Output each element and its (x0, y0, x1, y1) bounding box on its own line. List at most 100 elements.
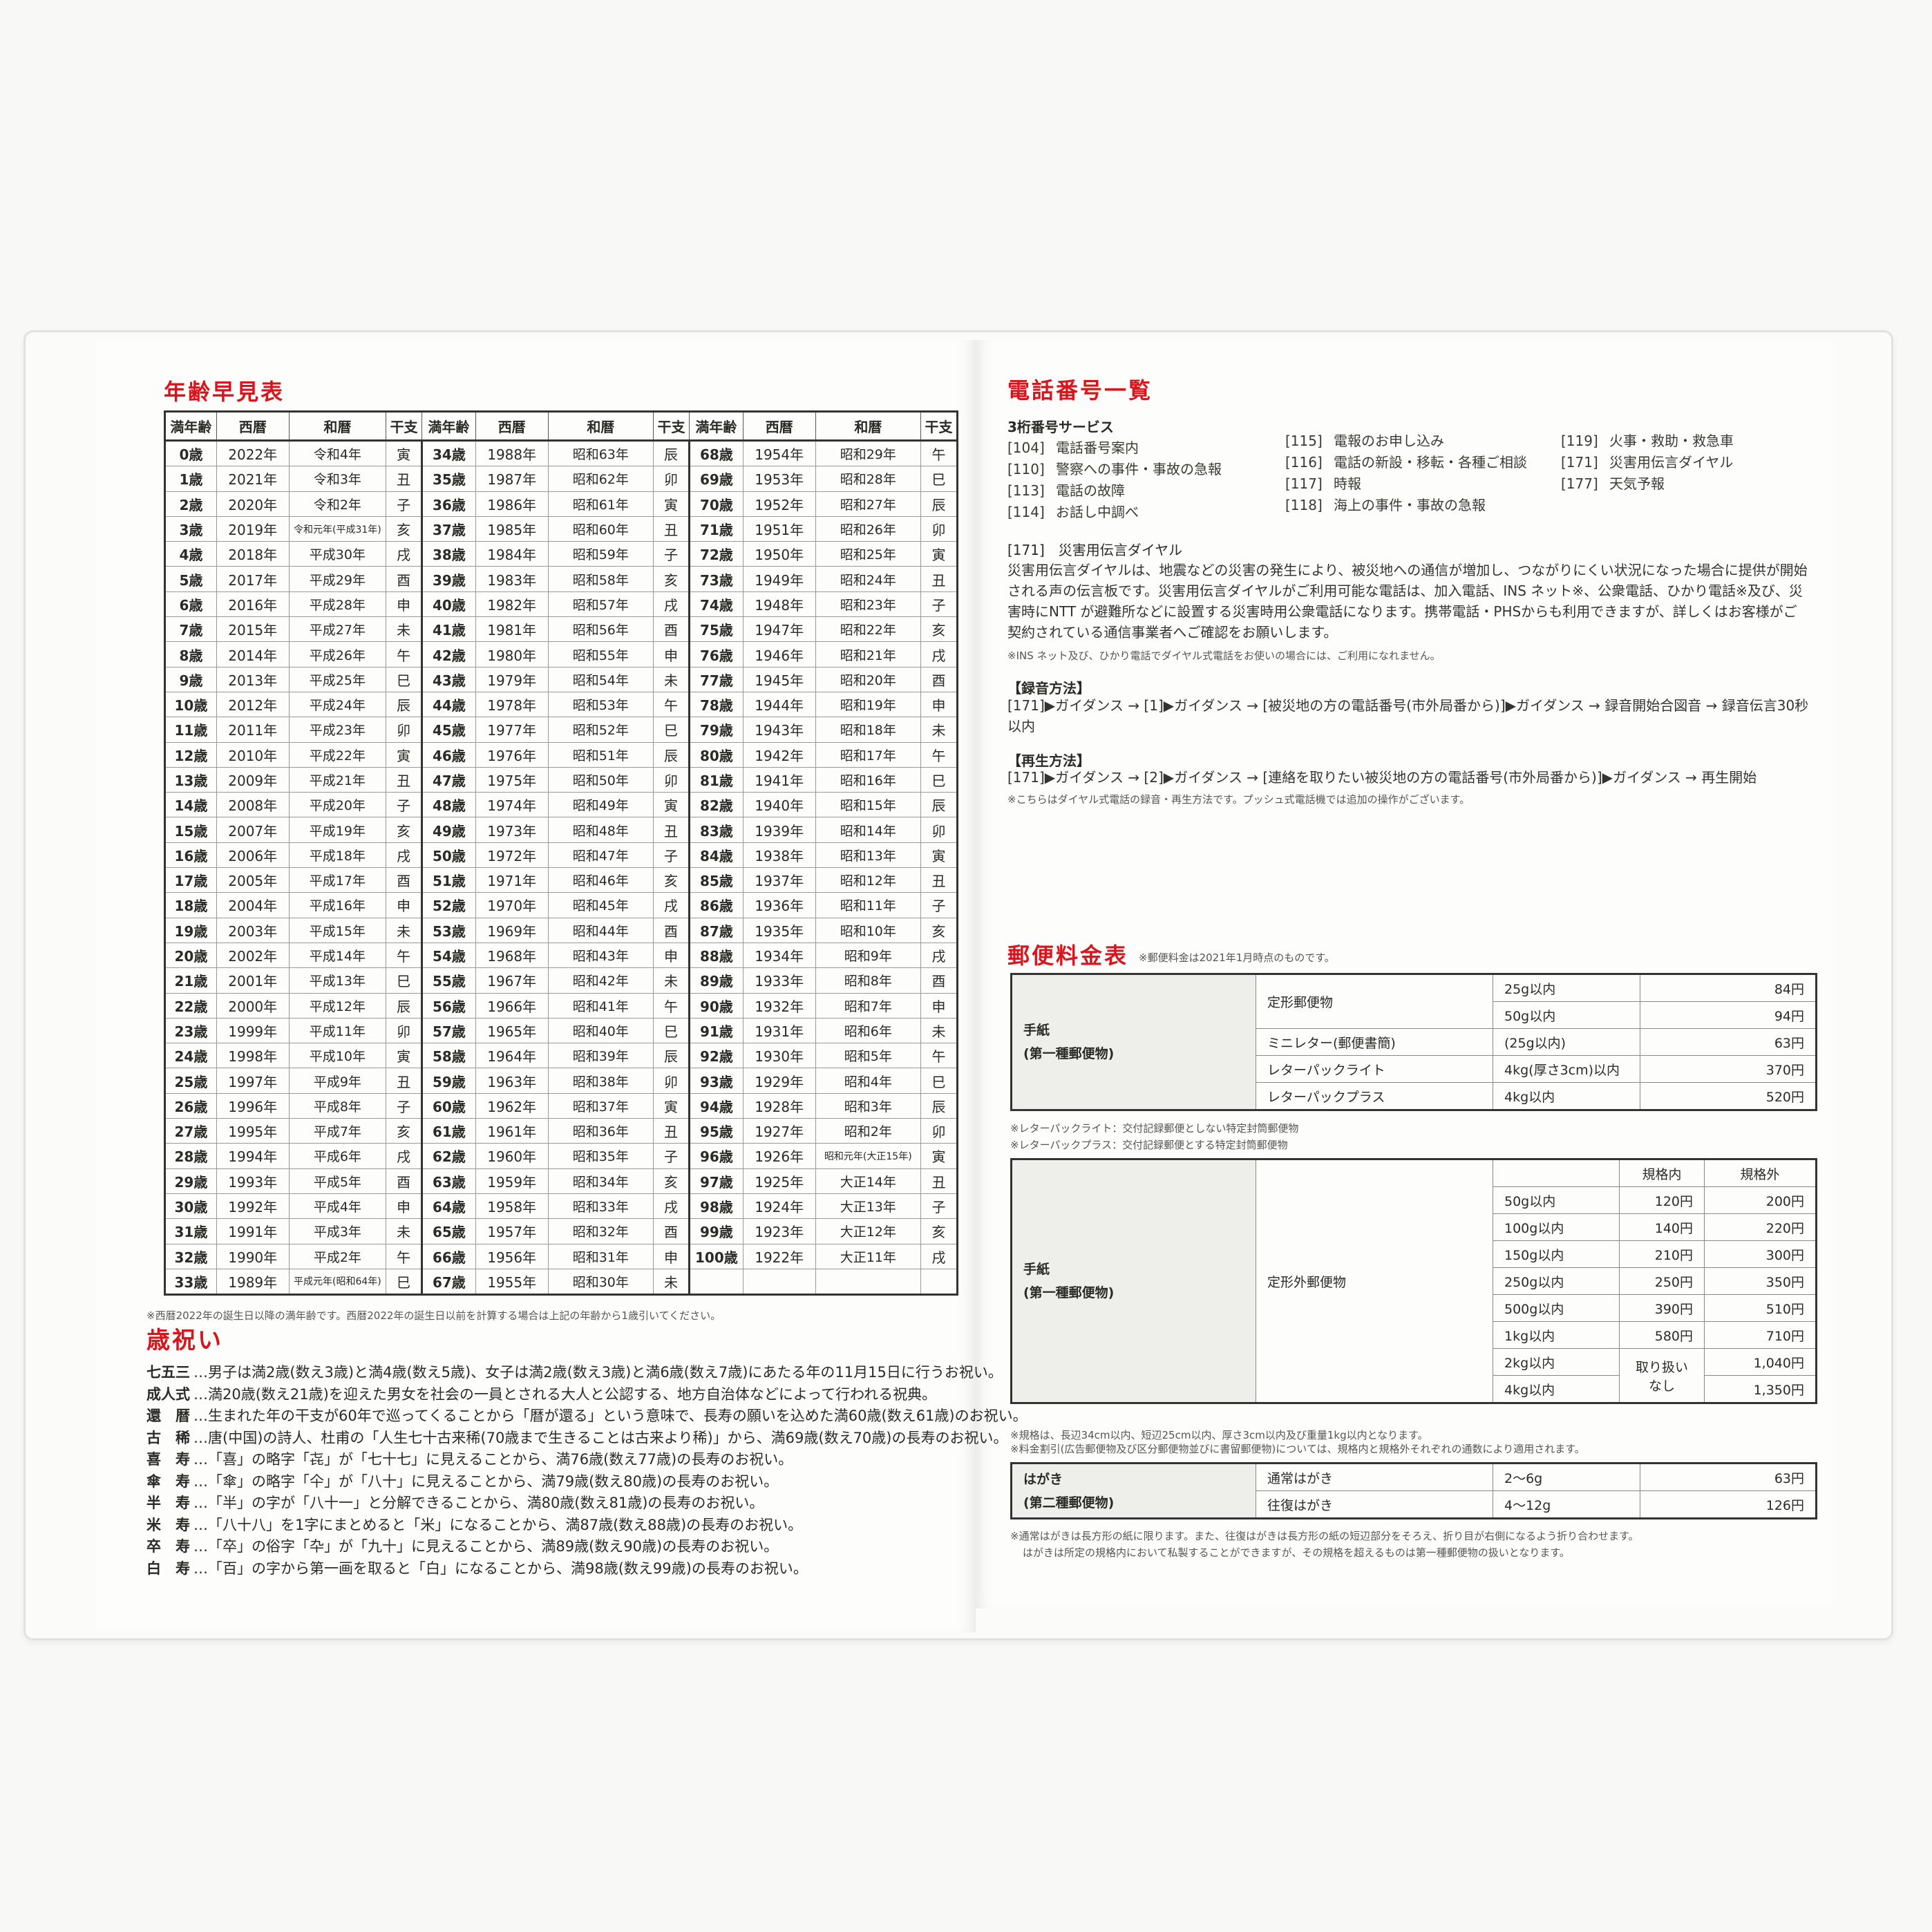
iwai-text: …「傘」の略字「仐」が「八十」に見えることから、満79歳(数え80歳)の長寿のお… (193, 1472, 779, 1490)
age-cell-year: 1945年 (742, 666, 816, 692)
age-table-row: 28歳 1994年 平成6年戌 62歳 1960年 昭和35年子 96歳 1926年 昭和元年(… (164, 1143, 958, 1169)
age-table-header: 西暦 (475, 411, 549, 442)
age-cell-age: 85歳 (688, 867, 744, 893)
phone-number-item: [115] 電報のお申し込み (1285, 430, 1444, 450)
age-cell-eto: 卯 (920, 1118, 958, 1144)
postal-row: レターパックライト 4kg(厚さ3cm)以内 370円 (1012, 1055, 1817, 1083)
age-cell-eto: 卯 (386, 1017, 422, 1044)
age-cell-era: 昭和8年 (815, 967, 922, 994)
age-cell-year: 1952年 (742, 491, 816, 517)
age-cell-age: 60歳 (421, 1092, 476, 1119)
age-cell-age: 77歳 (688, 666, 744, 692)
age-table-row: 21歳 2001年 平成13年巳 55歳 1967年 昭和42年未 89歳 1933年 昭和8年… (164, 967, 958, 994)
age-cell-era: 昭和45年 (547, 892, 654, 918)
age-table-row: 7歳 2015年 平成27年未 41歳 1981年 昭和56年酉 75歳 1947年 昭和22年… (164, 616, 958, 643)
age-cell-era: 平成元年(昭和64年) (288, 1268, 387, 1296)
postal-type: 定形外郵便物 (1256, 1159, 1493, 1403)
age-table-header: 西暦 (742, 411, 816, 442)
age-cell-era: 昭和4年 (815, 1068, 922, 1094)
age-cell-year: 1969年 (475, 917, 549, 943)
age-cell-era: 昭和60年 (547, 515, 654, 542)
age-cell-age: 76歳 (688, 641, 744, 667)
age-cell-eto: 巳 (653, 1017, 690, 1044)
age-table-row: 27歳 1995年 平成7年亥 61歳 1961年 昭和36年丑 95歳 1927年 昭和2年卯 (164, 1118, 958, 1144)
postal-price-standard: 140円 (1619, 1213, 1705, 1241)
phone-code: [110] (1007, 461, 1045, 477)
postcard-category-cell: はがき (第二種郵便物) (1011, 1463, 1256, 1519)
phone-code: [116] (1285, 454, 1323, 471)
age-cell-year: 2003年 (216, 917, 290, 943)
age-cell-age: 41歳 (421, 616, 476, 643)
age-cell-eto: 巳 (920, 1068, 958, 1094)
age-table-row: 15歳 2007年 平成19年亥 49歳 1973年 昭和48年丑 83歳 1939年 昭和14… (164, 817, 958, 843)
postal-weight: 1kg以内 (1493, 1321, 1620, 1349)
age-cell-year: 1956年 (475, 1243, 549, 1269)
age-cell-eto: 辰 (653, 439, 690, 467)
age-cell-era: 平成22年 (288, 741, 387, 768)
age-cell-eto: 戌 (653, 591, 690, 618)
age-cell-era: 昭和18年 (815, 717, 922, 743)
age-cell-era: 昭和13年 (815, 842, 922, 869)
postal-price-standard: 取り扱いなし (1619, 1348, 1705, 1403)
age-cell-year: 1957年 (475, 1218, 549, 1244)
phone-number-item: [118] 海上の事件・事故の急報 (1285, 494, 1486, 514)
age-cell-year: 1980年 (475, 641, 549, 667)
age-cell-era: 昭和25年 (815, 541, 922, 567)
age-cell-eto: 巳 (386, 967, 422, 994)
age-cell-year: 1942年 (742, 741, 816, 768)
age-cell-eto: 未 (920, 1017, 958, 1044)
age-cell-era: 昭和57年 (547, 591, 654, 618)
age-cell-age: 7歳 (164, 616, 217, 643)
postal-row: 4kg以内 1,350円 (1012, 1375, 1817, 1403)
age-cell-age: 44歳 (421, 691, 476, 718)
age-cell-era: 昭和41年 (547, 992, 654, 1019)
age-cell-eto: 巳 (386, 666, 422, 692)
age-cell-eto: 卯 (920, 817, 958, 843)
age-cell-eto: 子 (653, 1143, 690, 1169)
age-cell-year: 2014年 (216, 641, 290, 667)
age-cell-year: 1970年 (475, 892, 549, 918)
age-cell-year: 2018年 (216, 541, 290, 567)
postal-row: レターパックプラス 4kg以内 520円 (1012, 1082, 1817, 1110)
postal-weight: 250g以内 (1493, 1267, 1620, 1295)
age-cell-age: 93歳 (688, 1068, 744, 1094)
age-table-row: 22歳 2000年 平成12年辰 56歳 1966年 昭和41年午 90歳 1932年 昭和7年… (164, 992, 958, 1019)
age-cell-year: 1964年 (475, 1043, 549, 1069)
postal-nonstandard-table: 手紙 (第一種郵便物) 定形外郵便物 規格内 規格外 50g以内 120円 200円 100g以… (1010, 1158, 1817, 1404)
age-table-row: 3歳 2019年 令和元年(平成31年) 亥 37歳 1985年 昭和60年丑 71歳 1951… (164, 515, 958, 542)
age-cell-year: 2021年 (216, 466, 290, 492)
age-cell-era (815, 1268, 922, 1296)
phone-code: [119] (1561, 433, 1598, 449)
age-table-title: 年齢早見表 (164, 379, 285, 405)
age-cell-eto: 酉 (920, 666, 958, 692)
iwai-item: 半 寿 …「半」の字が「八十一」と分解できることから、満80歳(数え81歳)の長寿… (146, 1492, 764, 1513)
age-cell-age: 32歳 (164, 1243, 217, 1269)
phone-label: 海上の事件・事故の急報 (1334, 497, 1486, 513)
age-cell-eto: 酉 (653, 917, 690, 943)
age-cell-eto: 丑 (920, 1168, 958, 1194)
postal-type: 定形郵便物 (1256, 974, 1493, 1029)
age-cell-eto: 亥 (920, 616, 958, 643)
age-cell-age: 42歳 (421, 641, 476, 667)
age-cell-age: 9歳 (164, 666, 217, 692)
age-cell-year: 2000年 (216, 992, 290, 1019)
postal-price-nonstandard: 510円 (1704, 1294, 1817, 1322)
age-cell-era: 平成19年 (288, 817, 387, 843)
age-cell-eto: 申 (386, 892, 422, 918)
age-cell-year: 1999年 (216, 1017, 290, 1044)
age-cell-year: 1937年 (742, 867, 816, 893)
age-cell-eto: 午 (920, 741, 958, 768)
age-cell-age: 62歳 (421, 1143, 476, 1169)
postal-price: 520円 (1640, 1082, 1817, 1110)
age-cell-era: 昭和10年 (815, 917, 922, 943)
age-cell-age: 34歳 (421, 439, 476, 467)
age-cell-eto: 午 (386, 942, 422, 969)
age-table-row: 4歳 2018年 平成30年戌 38歳 1984年 昭和59年子 72歳 1950年 昭和25年… (164, 541, 958, 567)
dial171-body: 災害用伝言ダイヤルは、地震などの災害の発生により、被災地への通信が増加し、つなが… (1007, 562, 1808, 641)
age-table-row: 24歳 1998年 平成10年寅 58歳 1964年 昭和39年辰 92歳 1930年 昭和5年… (164, 1043, 958, 1069)
age-cell-age: 50歳 (421, 842, 476, 869)
age-cell-era: 昭和7年 (815, 992, 922, 1019)
age-cell-year: 1935年 (742, 917, 816, 943)
postal-weight: 50g以内 (1493, 1001, 1640, 1029)
age-cell-eto: 午 (920, 439, 958, 467)
